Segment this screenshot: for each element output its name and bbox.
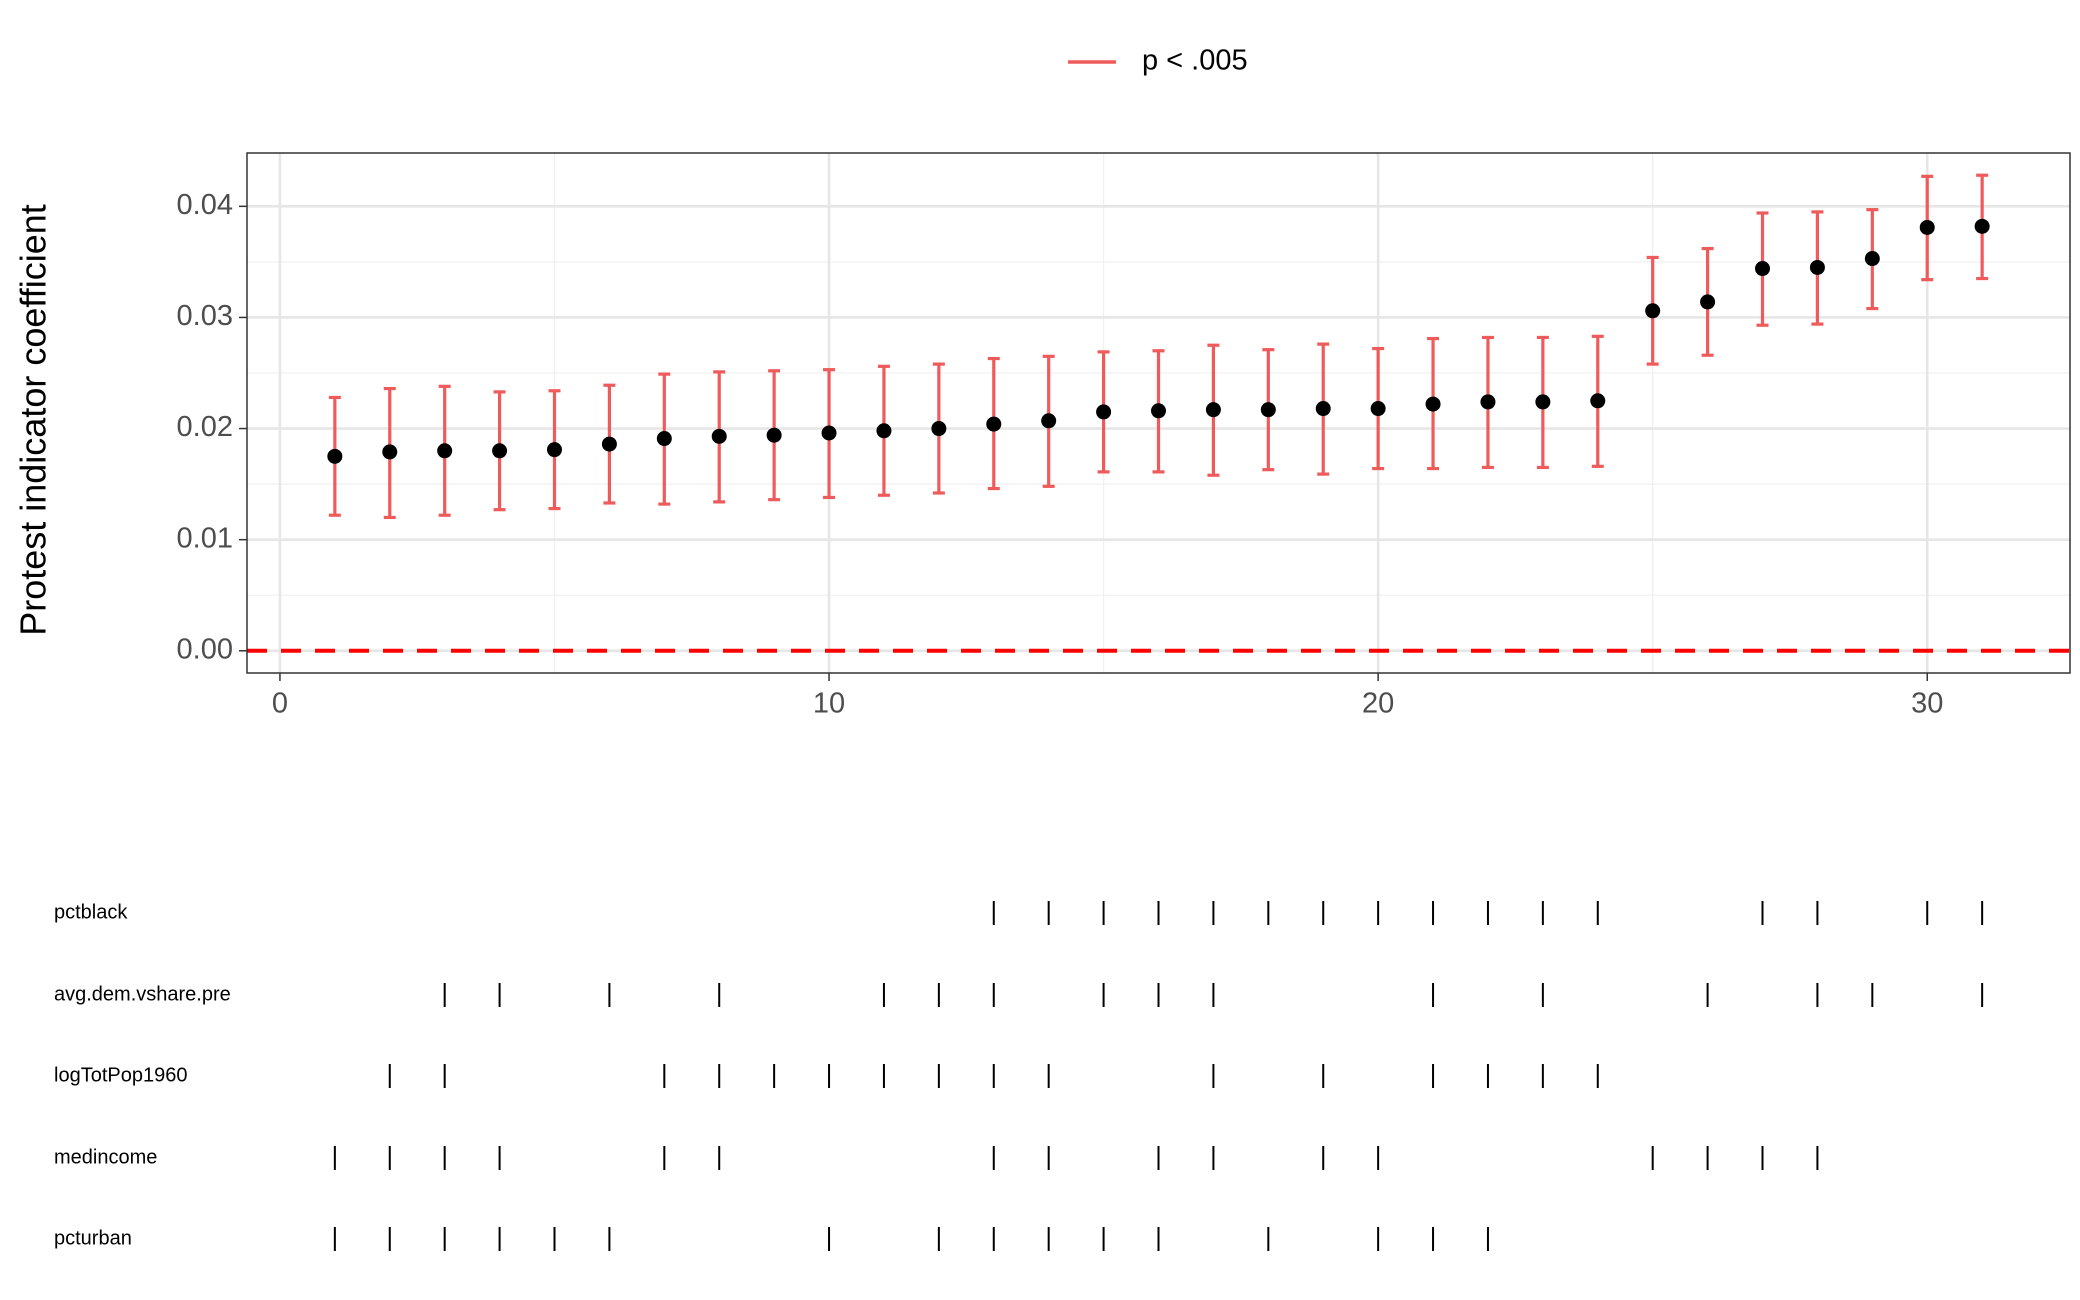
point <box>876 423 892 439</box>
x-tick-label: 30 <box>1911 688 1943 720</box>
y-tick-label: 0.03 <box>177 300 233 332</box>
point <box>492 443 508 459</box>
point <box>1809 259 1825 275</box>
point <box>1480 394 1496 410</box>
point <box>1315 401 1331 417</box>
y-tick-label: 0.04 <box>177 189 233 221</box>
point <box>546 442 562 458</box>
x-tick-label: 20 <box>1362 688 1394 720</box>
point <box>931 421 947 437</box>
point <box>327 448 343 464</box>
indicator-label: pcturban <box>54 1227 132 1249</box>
point <box>1590 393 1606 409</box>
point <box>1535 394 1551 410</box>
point <box>711 428 727 444</box>
y-tick-label: 0.01 <box>177 522 233 554</box>
y-tick-label: 0.00 <box>177 633 233 665</box>
indicator-label: pctblack <box>54 901 128 923</box>
point <box>1864 251 1880 267</box>
point <box>1974 218 1990 234</box>
point <box>1700 294 1716 310</box>
point <box>601 436 617 452</box>
y-tick-label: 0.02 <box>177 411 233 443</box>
x-tick-label: 10 <box>813 688 845 720</box>
indicator-label: logTotPop1960 <box>54 1064 187 1086</box>
indicator-label: avg.dem.vshare.pre <box>54 983 231 1005</box>
point <box>437 443 453 459</box>
point <box>1919 219 1935 235</box>
point <box>656 431 672 447</box>
legend-label: p < .005 <box>1142 45 1248 77</box>
point <box>766 427 782 443</box>
point <box>1425 396 1441 412</box>
point <box>1260 402 1276 418</box>
point <box>821 425 837 441</box>
point <box>1151 403 1166 419</box>
plot-border <box>246 152 2071 674</box>
indicator-label: medincome <box>54 1146 157 1168</box>
y-axis-title: Protest indicator coefficient <box>13 204 54 636</box>
point <box>986 416 1002 432</box>
point <box>1041 413 1057 429</box>
x-tick-label: 0 <box>272 688 288 720</box>
point <box>1645 303 1661 319</box>
point <box>1096 404 1112 420</box>
point <box>1370 401 1386 417</box>
point <box>1755 261 1771 277</box>
point <box>382 444 398 460</box>
point <box>1205 402 1221 418</box>
